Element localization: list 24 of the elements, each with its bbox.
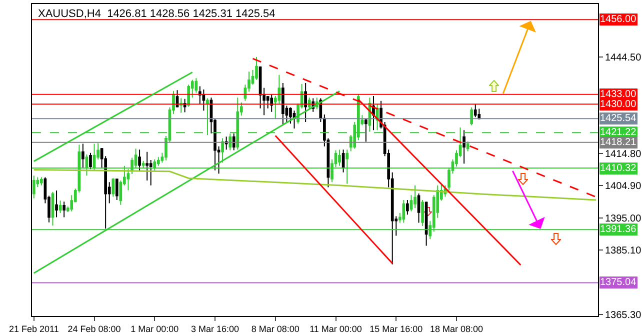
y-tick-label: 1414.80	[605, 149, 642, 160]
chart-title: XAUUSD,H4 1426.81 1428.56 1425.31 1425.54	[38, 8, 276, 20]
ref-line-label: 1456.00	[600, 14, 637, 25]
x-tick-label: 18 Mar 08:00	[430, 324, 484, 334]
x-tick-label: 1 Mar 00:00	[130, 324, 179, 334]
y-tick-label: 1404.90	[605, 181, 642, 192]
ref-line-label: 1430.00	[600, 99, 637, 110]
x-tick-label: 8 Mar 08:00	[251, 324, 300, 334]
x-tick-label: 11 Mar 00:00	[310, 324, 362, 334]
ref-line-label: 1425.54	[600, 113, 637, 124]
x-tick-label: 15 Mar 16:00	[370, 324, 423, 334]
y-tick-label: 1385.10	[605, 246, 642, 257]
ref-line-label: 1375.04	[600, 277, 637, 288]
ref-line-label: 1433.00	[600, 89, 637, 100]
x-tick-label: 3 Mar 16:00	[190, 324, 240, 334]
ref-line-label: 1421.22	[600, 127, 637, 138]
y-tick-label: 1395.00	[605, 213, 642, 224]
ref-line-label: 1391.36	[600, 224, 637, 235]
ref-line-label: 1418.21	[600, 137, 637, 148]
x-tick-label: 24 Feb 08:00	[68, 324, 121, 334]
ref-line-label: 1410.32	[600, 163, 637, 174]
x-tick-label: 21 Feb 2011	[8, 324, 59, 334]
y-tick-label: 1444.50	[605, 52, 642, 64]
y-tick-label: 1365.30	[605, 310, 642, 321]
